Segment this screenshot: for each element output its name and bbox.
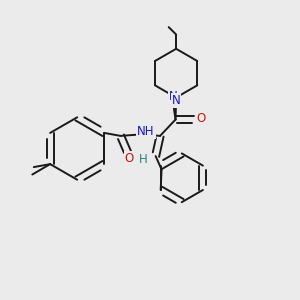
Text: H: H bbox=[140, 153, 148, 166]
Text: N: N bbox=[172, 94, 181, 107]
Text: N: N bbox=[169, 90, 178, 104]
Text: O: O bbox=[196, 112, 205, 125]
Text: NH: NH bbox=[137, 125, 155, 138]
Text: O: O bbox=[125, 152, 134, 165]
